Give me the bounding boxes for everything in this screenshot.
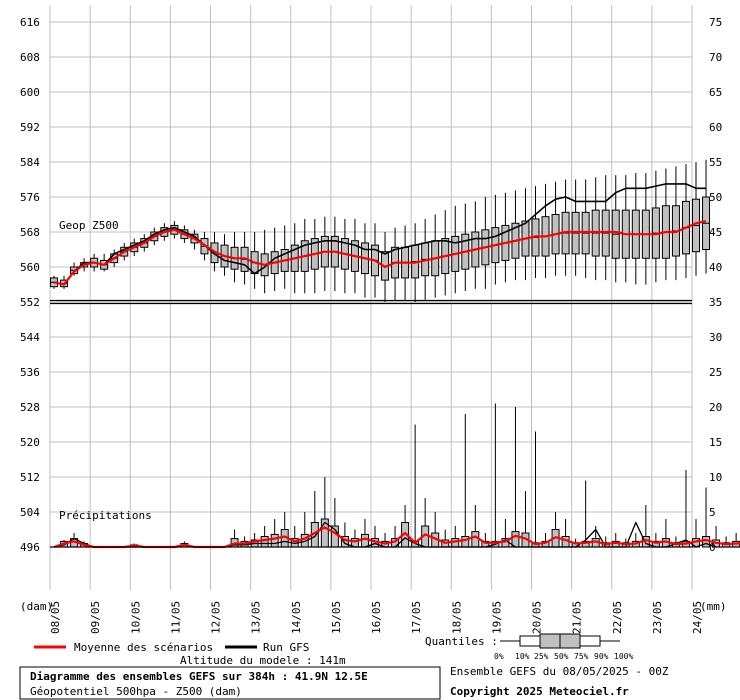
x-tick-label: 23/05: [651, 601, 664, 634]
right-tick-label: 75: [709, 16, 722, 29]
left-tick-label: 528: [20, 401, 40, 414]
x-tick-label: 20/05: [531, 601, 544, 634]
title-box: [19, 666, 441, 700]
quantile-value: 25%: [534, 652, 549, 661]
legend: Moyenne des scénarios Run GFS Quantiles …: [34, 633, 633, 661]
x-tick-label: 21/05: [571, 601, 584, 634]
right-tick-label: 55: [709, 156, 722, 169]
left-axis-unit: (dam): [20, 600, 53, 613]
quantile-value: 100%: [614, 652, 633, 661]
left-tick-label: 520: [20, 436, 40, 449]
precip-box: [360, 533, 369, 548]
x-tick-label: 17/05: [410, 601, 423, 634]
x-tick-label: 12/05: [210, 601, 223, 634]
reference-line-552: [50, 299, 692, 305]
right-tick-label: 25: [709, 366, 722, 379]
x-tick-label: 19/05: [490, 601, 503, 634]
left-tick-label: 592: [20, 121, 40, 134]
x-tick-label: 09/05: [89, 601, 102, 634]
chart-title: Diagramme des ensembles GEFS sur 384h : …: [30, 670, 368, 683]
right-tick-label: 40: [709, 261, 722, 274]
right-tick-label: 35: [709, 296, 722, 309]
legend-mean-label: Moyenne des scénarios: [74, 641, 213, 654]
left-tick-label: 536: [20, 366, 40, 379]
right-tick-label: 70: [709, 51, 722, 64]
right-tick-label: 45: [709, 226, 722, 239]
axis-labels: 4965045125205285365445525605685765845926…: [20, 16, 722, 634]
geop-mean-line: [53, 220, 707, 286]
altitude-text: Altitude du modele : 141m: [180, 654, 346, 667]
left-tick-label: 512: [20, 471, 40, 484]
right-tick-label: 10: [709, 471, 722, 484]
quantile-value: 0%: [494, 652, 504, 661]
right-tick-label: 0: [709, 541, 716, 554]
right-tick-label: 15: [709, 436, 722, 449]
left-tick-label: 600: [20, 86, 40, 99]
right-tick-label: 5: [709, 506, 716, 519]
x-tick-label: 15/05: [330, 601, 343, 634]
x-tick-label: 08/05: [49, 601, 62, 634]
precip-mean-line: [53, 526, 740, 549]
legend-quantile-box: [500, 633, 620, 649]
left-tick-label: 576: [20, 191, 40, 204]
quantile-value: 75%: [574, 652, 589, 661]
precip-box: [260, 536, 269, 548]
left-tick-label: 616: [20, 16, 40, 29]
quantile-value: 50%: [554, 652, 569, 661]
right-tick-label: 30: [709, 331, 722, 344]
left-tick-label: 496: [20, 541, 40, 554]
chart-subtitle: Géopotentiel 500hpa - Z500 (dam): [30, 685, 242, 698]
left-tick-label: 584: [20, 156, 40, 169]
legend-run-label: Run GFS: [263, 641, 309, 654]
left-tick-label: 504: [20, 506, 40, 519]
left-tick-label: 552: [20, 296, 40, 309]
left-tick-label: 568: [20, 226, 40, 239]
grid: [49, 5, 693, 590]
precip-box: [270, 533, 279, 548]
x-tick-label: 14/05: [290, 601, 303, 634]
legend-quantile-values: 0% 10% 25% 50% 75% 90% 100%: [494, 652, 633, 661]
right-tick-label: 60: [709, 121, 722, 134]
left-tick-label: 560: [20, 261, 40, 274]
right-tick-label: 20: [709, 401, 722, 414]
x-tick-label: 16/05: [370, 601, 383, 634]
right-axis-unit: (mm): [700, 600, 727, 613]
geop-panel-label: Geop Z500: [59, 219, 119, 232]
left-tick-label: 544: [20, 331, 40, 344]
x-tick-label: 18/05: [450, 601, 463, 634]
x-tick-label: 10/05: [129, 601, 142, 634]
left-tick-label: 608: [20, 51, 40, 64]
quantile-value: 10%: [515, 652, 530, 661]
precip-panel-label: Précipitations: [59, 509, 152, 522]
x-tick-label: 22/05: [611, 601, 624, 634]
legend-quantiles-label: Quantiles :: [425, 635, 498, 648]
x-tick-label: 13/05: [250, 601, 263, 634]
right-tick-label: 65: [709, 86, 722, 99]
series-lines: [50, 183, 740, 549]
x-tick-label: 24/05: [691, 601, 704, 634]
geop-run-line: [53, 183, 706, 286]
quantile-value: 90%: [594, 652, 609, 661]
run-info: Ensemble GEFS du 08/05/2025 - 00Z: [450, 665, 669, 678]
copyright: Copyright 2025 Meteociel.fr: [450, 685, 629, 698]
x-tick-label: 11/05: [169, 601, 182, 634]
right-tick-label: 50: [709, 191, 722, 204]
